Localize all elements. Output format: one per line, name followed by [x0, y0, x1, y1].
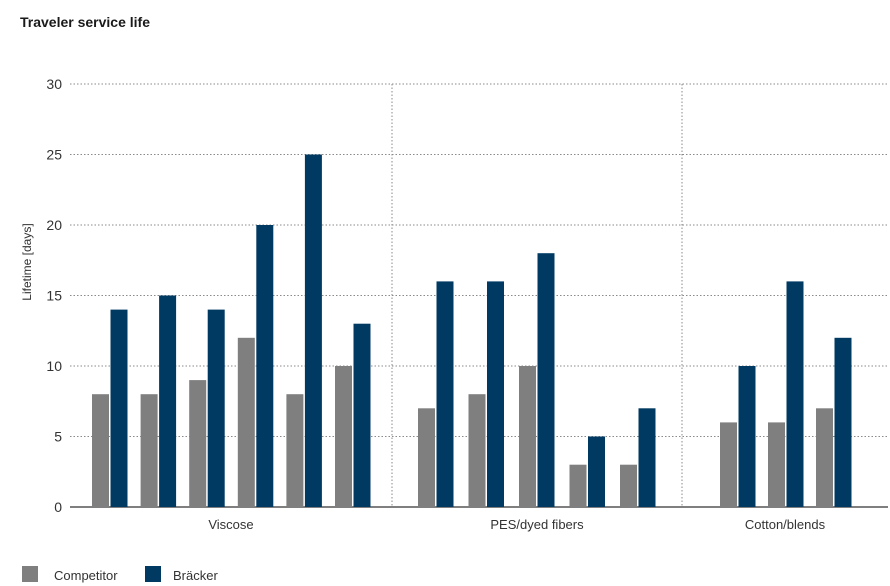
bar-bracker — [638, 408, 656, 507]
legend-swatch-competitor — [22, 566, 38, 582]
bar-bracker — [436, 281, 454, 507]
bar-competitor — [620, 464, 637, 507]
bar-competitor — [768, 422, 785, 507]
y-axis-ticks: 0 5 10 15 20 25 30 — [46, 76, 62, 515]
bar-competitor — [140, 394, 158, 507]
legend: Competitor Bräcker — [22, 566, 218, 583]
bar-competitor — [92, 394, 109, 507]
bar-competitor — [189, 380, 207, 507]
bar-competitor — [468, 394, 486, 507]
y-tick-label: 20 — [46, 217, 62, 233]
bar-bracker — [353, 323, 371, 507]
bar-competitor — [418, 408, 435, 507]
category-label: Viscose — [208, 517, 253, 532]
chart-title: Traveler service life — [20, 14, 150, 30]
category-label: Cotton/blends — [745, 517, 826, 532]
bar-bracker — [110, 309, 128, 507]
bar-competitor — [720, 422, 737, 507]
bar-bracker — [738, 366, 756, 507]
bar-competitor — [335, 366, 352, 507]
bar-bracker — [304, 154, 322, 507]
y-tick-label: 25 — [46, 147, 62, 163]
y-tick-label: 30 — [46, 76, 62, 92]
bar-competitor — [237, 337, 255, 507]
bar-bracker — [537, 253, 555, 507]
y-tick-label: 10 — [46, 358, 62, 374]
bar-competitor — [816, 408, 833, 507]
bars — [92, 154, 852, 507]
y-tick-label: 15 — [46, 288, 62, 304]
bar-competitor — [519, 366, 536, 507]
y-axis-label: Lifetime [days] — [20, 223, 34, 300]
bar-bracker — [487, 281, 504, 507]
category-labels: Viscose PES/dyed fibers Cotton/blends — [208, 517, 825, 532]
legend-label-bracker: Bräcker — [173, 568, 218, 583]
y-tick-label: 0 — [54, 499, 62, 515]
legend-swatch-bracker — [145, 566, 161, 582]
legend-label-competitor: Competitor — [54, 568, 118, 583]
bar-competitor — [286, 394, 304, 507]
bar-bracker — [207, 309, 225, 507]
bar-bracker — [834, 337, 852, 507]
bar-bracker — [256, 225, 274, 507]
category-label: PES/dyed fibers — [490, 517, 584, 532]
bar-competitor — [569, 464, 587, 507]
bar-bracker — [588, 436, 605, 507]
bar-bracker — [159, 295, 177, 507]
bar-bracker — [786, 281, 804, 507]
y-tick-label: 5 — [54, 429, 62, 445]
